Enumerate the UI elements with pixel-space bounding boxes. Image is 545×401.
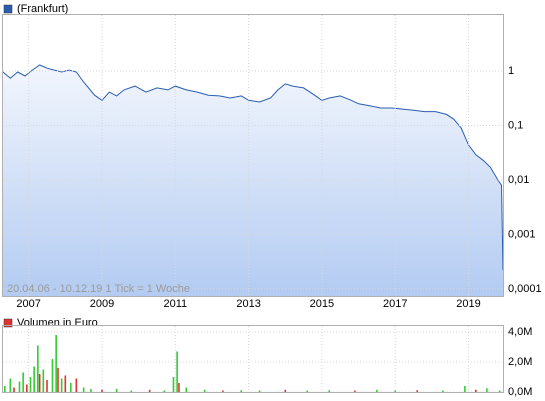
y-tick-label: 2,0M bbox=[508, 356, 532, 368]
legend-swatch bbox=[3, 4, 13, 14]
volume-bar bbox=[70, 383, 72, 392]
volume-bar bbox=[37, 345, 39, 392]
volume-bar bbox=[442, 390, 444, 392]
volume-bar bbox=[464, 386, 466, 392]
y-tick-label: 0,0M bbox=[508, 386, 532, 398]
volume-bar bbox=[172, 377, 175, 392]
x-tick-label: 2013 bbox=[236, 298, 260, 310]
x-tick-label: 2007 bbox=[16, 298, 40, 310]
volume-bar bbox=[101, 389, 103, 392]
y-tick-label: 0,1 bbox=[508, 119, 523, 131]
volume-bar bbox=[26, 384, 28, 392]
legend-label: Volumen in Euro bbox=[17, 317, 98, 329]
volume-bar bbox=[354, 390, 356, 392]
x-tick-label: 2015 bbox=[310, 298, 334, 310]
volume-bar bbox=[29, 377, 32, 392]
volume-bar bbox=[55, 335, 57, 392]
volume-bar bbox=[57, 368, 59, 392]
volume-bar bbox=[416, 390, 419, 392]
volume-bar bbox=[75, 378, 78, 392]
volume-bar bbox=[130, 390, 133, 392]
y-tick-label: 0,001 bbox=[508, 228, 536, 240]
volume-bar bbox=[46, 380, 48, 392]
volume-bar bbox=[18, 381, 21, 392]
volume-bar bbox=[163, 390, 166, 392]
y-tick-label: 4,0M bbox=[508, 326, 532, 338]
volume-bar bbox=[38, 374, 41, 392]
x-tick-label: 2009 bbox=[90, 298, 114, 310]
x-tick-label: 2017 bbox=[383, 298, 407, 310]
volume-bar bbox=[13, 387, 15, 392]
volume-bar bbox=[240, 390, 243, 392]
volume-bar bbox=[64, 375, 67, 392]
plot-frame bbox=[2, 14, 504, 297]
x-tick-label: 2019 bbox=[456, 298, 480, 310]
volume-bar bbox=[185, 387, 188, 392]
legend-swatch bbox=[3, 318, 13, 328]
volume-bar bbox=[475, 389, 477, 392]
x-tick-label: 2011 bbox=[163, 298, 187, 310]
volume-bar bbox=[4, 386, 6, 392]
info-text: 20.04.06 - 10.12.19 1 Tick = 1 Woche bbox=[7, 283, 190, 295]
area bbox=[3, 65, 503, 296]
volume-bar bbox=[115, 389, 118, 392]
volume-bar bbox=[328, 390, 331, 392]
y-tick-label: 0,01 bbox=[508, 174, 529, 186]
volume-bar bbox=[394, 390, 397, 392]
volume-bar bbox=[306, 390, 309, 392]
volume-bar bbox=[33, 366, 35, 392]
volume-bar bbox=[148, 389, 151, 392]
volume-bar bbox=[222, 390, 224, 392]
volume-bar bbox=[60, 378, 63, 392]
volume-bar bbox=[203, 389, 206, 392]
volume-bar bbox=[22, 372, 24, 392]
volume-bar bbox=[9, 378, 12, 392]
volume-bar bbox=[90, 389, 92, 392]
plot-frame bbox=[2, 325, 504, 393]
volume-bar bbox=[82, 387, 85, 392]
volume-bar bbox=[178, 383, 180, 392]
volume-bar bbox=[51, 359, 54, 392]
volume-bar bbox=[498, 390, 501, 392]
volume-bar bbox=[284, 389, 287, 392]
volume-bar bbox=[258, 390, 261, 392]
y-tick-label: 1 bbox=[508, 65, 514, 77]
legend-label: (Frankfurt) bbox=[17, 3, 68, 15]
volume-bar bbox=[486, 388, 488, 392]
y-tick-label: 0,0001 bbox=[508, 283, 542, 295]
volume-bar bbox=[176, 351, 178, 392]
volume-bar bbox=[42, 369, 45, 392]
volume-bar bbox=[376, 389, 378, 392]
